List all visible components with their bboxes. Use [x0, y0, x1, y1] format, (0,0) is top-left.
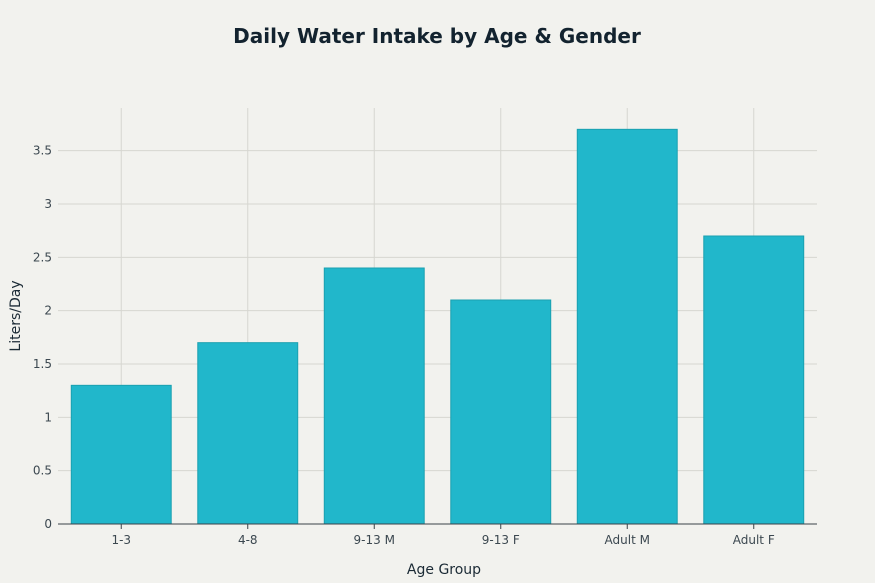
axes: 0 0.5 1 1.5 2 2.5 3 3.5 1-3 4-8 9-13 M 9-13 F Adult … — [33, 144, 817, 547]
x-axis-title: Age Group — [407, 562, 481, 578]
bar-1-3 — [70, 384, 172, 525]
bar-adult-m — [576, 128, 678, 525]
y-tick-label: 0 — [44, 517, 52, 531]
x-tick-label: 4-8 — [238, 533, 258, 547]
bar-9-13-f — [450, 299, 552, 525]
y-tick-label: 1 — [44, 410, 52, 424]
y-tick-label: 3 — [44, 197, 52, 211]
y-axis-title: Liters/Day — [8, 280, 24, 351]
y-tick-label: 2.5 — [33, 250, 52, 264]
x-tick-label: 1-3 — [111, 533, 131, 547]
y-tick-label: 3.5 — [33, 144, 52, 158]
x-tick-label: Adult F — [733, 533, 775, 547]
bars — [70, 128, 805, 525]
x-tick-label: Adult M — [605, 533, 650, 547]
chart-title: Daily Water Intake by Age & Gender — [233, 24, 641, 48]
x-tick-label: 9-13 M — [354, 533, 395, 547]
x-tick-label: 9-13 F — [482, 533, 520, 547]
bar-4-8 — [197, 342, 299, 525]
bar-adult-f — [703, 235, 805, 525]
bar-9-13-m — [323, 267, 425, 525]
y-tick-label: 0.5 — [33, 464, 52, 478]
y-tick-label: 2 — [44, 304, 52, 318]
y-tick-label: 1.5 — [33, 357, 52, 371]
